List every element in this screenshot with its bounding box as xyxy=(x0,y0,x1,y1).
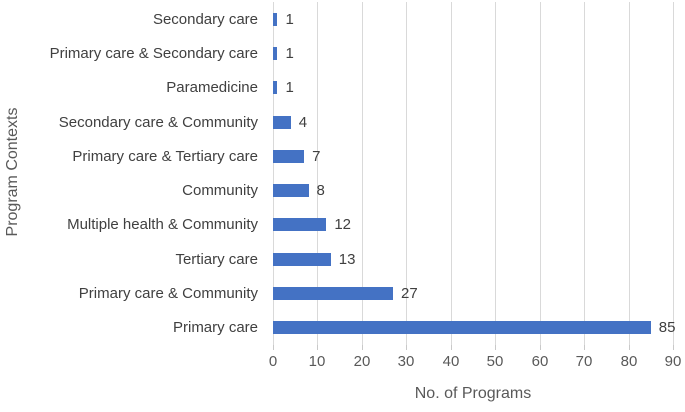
value-label: 1 xyxy=(285,44,294,62)
x-tick-label: 40 xyxy=(442,353,460,370)
x-tick-label: 30 xyxy=(397,353,415,370)
x-tick-mark xyxy=(317,345,318,350)
value-label: 1 xyxy=(285,10,294,28)
bar xyxy=(273,81,278,95)
gridline xyxy=(406,2,407,345)
chart-row: Community 8 xyxy=(0,173,685,207)
value-label: 8 xyxy=(316,182,325,200)
x-tick-label: 10 xyxy=(308,353,326,370)
gridline xyxy=(273,2,274,345)
chart-row: Multiple health & Community 12 xyxy=(0,208,685,242)
bar xyxy=(273,321,651,335)
chart-row: Secondary care 1 xyxy=(0,2,685,36)
category-label: Secondary care xyxy=(152,10,258,28)
gridline xyxy=(629,2,630,345)
plot-area xyxy=(273,2,674,350)
x-tick-mark xyxy=(451,345,452,350)
category-label: Primary care & Tertiary care xyxy=(72,147,258,165)
gridline xyxy=(317,2,318,345)
bar xyxy=(273,252,331,266)
x-tick-label: 60 xyxy=(531,353,549,370)
chart-row: Paramedicine 1 xyxy=(0,71,685,105)
x-tick-label: 50 xyxy=(486,353,504,370)
value-label: 1 xyxy=(285,79,294,97)
gridline xyxy=(495,2,496,345)
bar xyxy=(273,149,305,163)
x-tick-mark xyxy=(406,345,407,350)
x-tick-mark xyxy=(495,345,496,350)
x-tick-mark xyxy=(629,345,630,350)
bar xyxy=(273,115,291,129)
chart-row: Secondary care & Community 4 xyxy=(0,105,685,139)
x-tick-mark xyxy=(540,345,541,350)
category-label: Primary care & Secondary care xyxy=(49,44,258,62)
value-label: 13 xyxy=(338,250,356,268)
x-tick-label: 90 xyxy=(664,353,682,370)
x-tick-mark xyxy=(273,345,274,350)
value-label: 7 xyxy=(312,147,321,165)
category-label: Primary care xyxy=(172,319,258,337)
x-tick-label: 70 xyxy=(575,353,593,370)
value-label: 12 xyxy=(334,216,352,234)
y-axis-title: Program Contexts xyxy=(4,107,21,237)
chart-rows: Secondary care 1 Primary care & Secondary … xyxy=(0,2,685,345)
category-label: Paramedicine xyxy=(166,79,258,97)
x-tick-label: 20 xyxy=(353,353,371,370)
x-tick-label: 80 xyxy=(620,353,638,370)
chart-row: Primary care & Community 27 xyxy=(0,276,685,310)
value-label: 27 xyxy=(401,285,418,303)
gridline xyxy=(584,2,585,345)
category-label: Community xyxy=(182,182,258,200)
bar xyxy=(273,287,393,301)
x-tick-mark xyxy=(584,345,585,350)
gridline xyxy=(673,2,674,345)
x-tick-mark xyxy=(362,345,363,350)
chart-row: Primary care & Secondary care 1 xyxy=(0,36,685,70)
category-label: Multiple health & Community xyxy=(67,216,258,234)
gridline xyxy=(540,2,541,345)
gridline xyxy=(451,2,452,345)
x-tick-mark xyxy=(673,345,674,350)
chart-row: Primary care & Tertiary care 7 xyxy=(0,139,685,173)
value-label: 85 xyxy=(658,319,676,337)
category-label: Secondary care & Community xyxy=(58,113,258,131)
category-label: Primary care & Community xyxy=(78,285,258,303)
bar xyxy=(273,12,278,26)
bar xyxy=(273,218,327,232)
value-label: 4 xyxy=(298,113,308,131)
category-label: Tertiary care xyxy=(175,250,258,268)
bar xyxy=(273,46,278,60)
chart-row: Tertiary care 13 xyxy=(0,242,685,276)
x-axis-title: No. of Programs xyxy=(414,385,532,402)
bar xyxy=(273,184,309,198)
chart-row: Primary care 85 xyxy=(0,311,685,345)
gridline xyxy=(362,2,363,345)
x-tick-label: 0 xyxy=(268,353,278,370)
